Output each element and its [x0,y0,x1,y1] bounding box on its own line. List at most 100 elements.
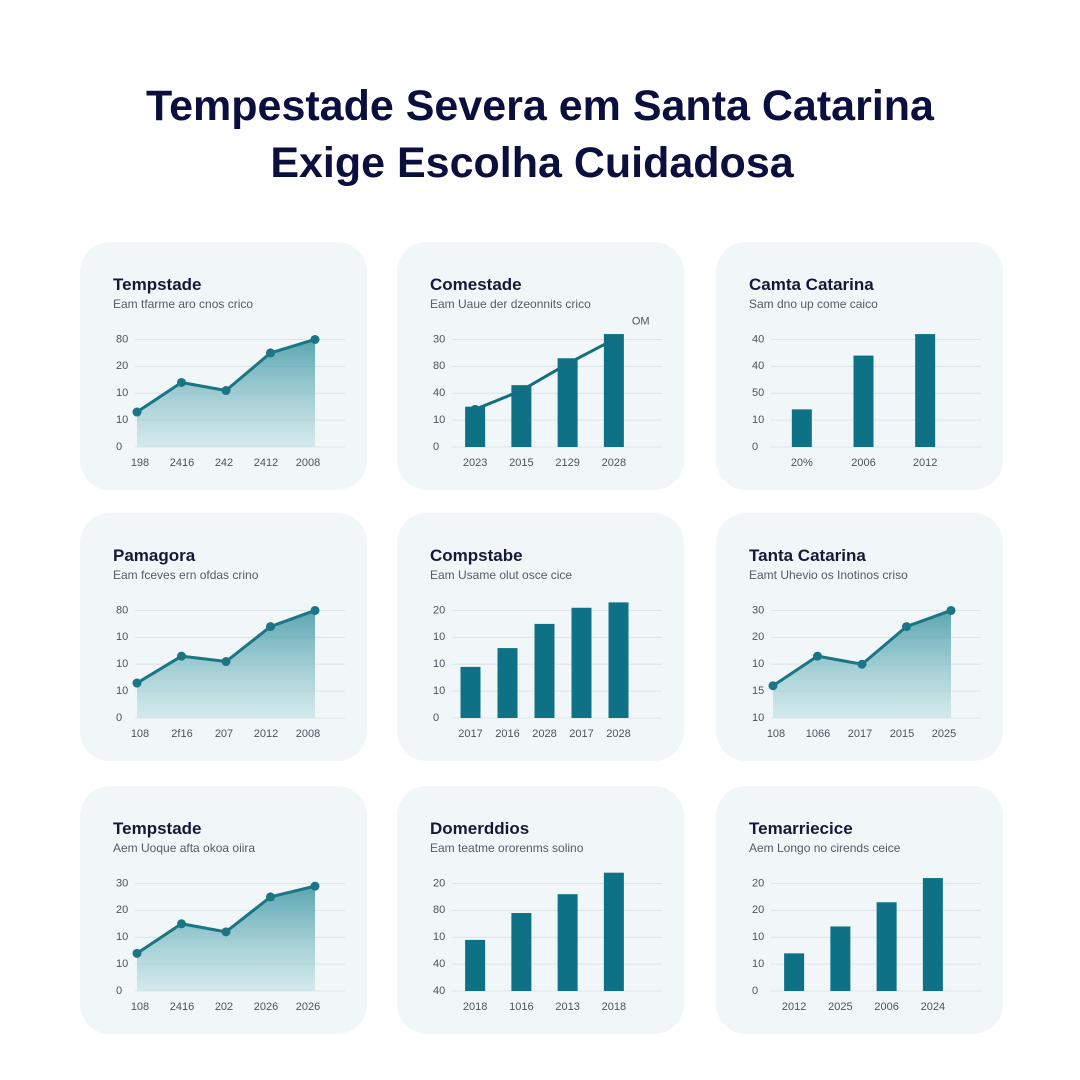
x-tick-label: 2026 [254,1001,278,1013]
y-tick-label: 10 [433,414,445,426]
annotation: OM [632,315,650,327]
y-tick-label: 40 [752,333,764,345]
bar [791,409,812,447]
point [310,605,320,615]
y-tick-label: 80 [433,360,445,372]
x-tick-label: 2013 [555,1001,579,1013]
x-tick-label: 2028 [532,728,556,740]
x-tick-label: 2012 [913,457,937,469]
y-tick-label: 10 [433,631,445,643]
chart-title: Camta Catarina [749,275,874,294]
y-tick-label: 10 [116,931,128,943]
y-tick-label: 20 [116,904,128,916]
chart-card: Domerddios Eam teatme ororenms solino 40 40… [397,786,684,1034]
x-tick-label: 2016 [495,728,519,740]
bar [511,385,532,447]
x-tick-label: 2008 [296,728,320,740]
chart-subtitle: Eamt Uhevio os Inotinos criso [749,568,908,582]
y-tick-label: 40 [433,958,445,970]
x-tick-label: 2015 [509,457,533,469]
y-tick-label: 80 [433,904,445,916]
y-tick-label: 0 [433,441,439,453]
bar [784,953,805,991]
line [474,338,615,411]
x-tick-label: 2026 [296,1001,320,1013]
y-tick-label: 10 [752,931,764,943]
point [132,678,142,688]
x-tick-label: 2015 [890,728,914,740]
x-tick-label: 2006 [874,1001,898,1013]
point [813,651,822,661]
bar [603,334,624,447]
y-tick-label: 0 [752,441,758,453]
chart-card: Compstabe Eam Usame olut osce cice 0 10 10 10… [397,513,684,761]
x-tick-label: 2025 [932,728,956,740]
point [310,334,320,344]
x-tick-label: 2012 [782,1001,806,1013]
y-tick-label: 20 [433,877,445,889]
y-tick-label: 0 [116,985,122,997]
chart-subtitle: Eam teatme ororenms solino [430,841,584,855]
chart-subtitle: Eam tfarme aro cnos crico [113,297,253,311]
x-tick-label: 2416 [170,1001,194,1013]
bar [534,623,555,718]
y-tick-label: 0 [433,712,439,724]
bar [465,939,486,991]
y-tick-label: 20 [752,877,764,889]
x-tick-label: 242 [215,457,233,469]
y-tick-label: 30 [433,333,445,345]
chart-card: Tempstade Aem Uoque afta okoa oiira 0 10 10 2… [80,786,367,1034]
point [266,622,275,632]
y-tick-label: 15 [752,685,764,697]
chart-subtitle: Eam Uaue der dzeonnits crico [430,297,591,311]
point [132,948,142,958]
point [946,605,956,615]
point [470,404,480,414]
chart-subtitle: Eam Usame olut osce cice [430,568,572,582]
x-tick-label: 1016 [509,1001,533,1013]
y-tick-label: 40 [433,985,445,997]
bar [497,648,518,718]
x-tick-label: 2008 [296,457,320,469]
y-tick-label: 40 [433,387,445,399]
y-tick-label: 0 [752,985,758,997]
y-tick-label: 10 [433,685,445,697]
bar [557,894,578,991]
x-tick-label: 2028 [606,728,630,740]
chart-title: Compstabe [430,546,523,565]
y-tick-label: 10 [433,931,445,943]
x-tick-label: 2012 [254,728,278,740]
x-tick-label: 202 [215,1001,233,1013]
y-tick-label: 40 [752,360,764,372]
y-tick-label: 10 [116,631,128,643]
y-tick-label: 10 [116,414,128,426]
x-tick-label: 2018 [602,1001,626,1013]
point [609,334,619,344]
y-tick-label: 80 [116,604,128,616]
x-tick-label: 108 [767,728,785,740]
area [137,886,315,991]
y-tick-label: 50 [752,387,764,399]
y-tick-label: 20 [752,631,764,643]
x-tick-label: 2f16 [171,728,192,740]
y-tick-label: 10 [752,712,764,724]
chart-card: Temarriecice Aem Longo no cirends ceice 0 1… [716,786,1003,1034]
point [177,651,186,661]
chart-card: Tempstade Eam tfarme aro cnos crico 0 10 10 2… [80,242,367,490]
bar [511,913,532,991]
y-tick-label: 10 [433,658,445,670]
chart-title: Tempstade [113,275,202,294]
bar [571,607,592,718]
y-tick-label: 10 [116,685,128,697]
chart-title: Temarriecice [749,819,853,838]
x-tick-label: 2129 [555,457,579,469]
point [310,881,320,891]
x-tick-label: 20% [791,457,813,469]
point [563,359,573,369]
chart-subtitle: Aem Longo no cirends ceice [749,841,901,855]
y-tick-label: 20 [116,360,128,372]
y-tick-label: 30 [116,877,128,889]
chart-title: Tempstade [113,819,202,838]
x-tick-label: 2412 [254,457,278,469]
